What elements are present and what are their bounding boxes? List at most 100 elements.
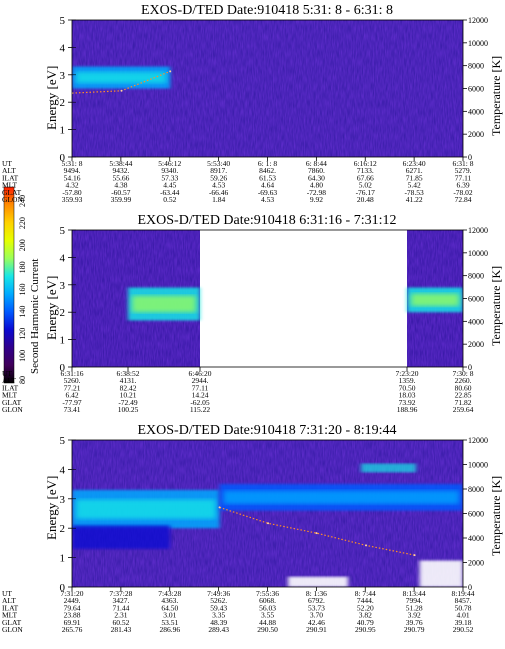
- y-tick-label: 4: [60, 464, 66, 476]
- table-cell: 8917.: [210, 166, 227, 175]
- y-tick-label: 4: [60, 42, 66, 54]
- table-cell: 115.22: [190, 405, 211, 414]
- y2-tick-label: 10000: [468, 461, 488, 470]
- table-row-label: ILAT: [2, 603, 19, 612]
- table-cell: -78.02: [453, 188, 473, 197]
- saturation-patch: [419, 560, 463, 587]
- y-tick-label: 3: [60, 70, 66, 82]
- table-cell: 8462.: [259, 166, 276, 175]
- table-cell: -76.17: [356, 188, 376, 197]
- table-cell: 259.64: [453, 405, 474, 414]
- table-cell: 72.84: [455, 195, 472, 204]
- table-cell: 4.80: [310, 181, 323, 190]
- temperature-point: [120, 89, 123, 92]
- table-cell: 5.02: [359, 181, 372, 190]
- panel-1: EXOS-D/TED Date:910418 5:31: 8 - 6:31: 8…: [2, 3, 503, 204]
- table-cell: 71.82: [455, 398, 472, 407]
- colorbar-label: Second Harmonic Current: [29, 259, 41, 374]
- table-cell: 3.82: [359, 611, 372, 620]
- y-tick-label: 2: [60, 307, 66, 319]
- saturation-patch: [288, 576, 349, 587]
- table-cell: 79.64: [64, 603, 81, 612]
- y-tick-label: 3: [60, 494, 66, 506]
- table-cell: 40.79: [357, 618, 374, 627]
- table-cell: -78.53: [404, 188, 424, 197]
- y2-tick-label: 8000: [468, 485, 484, 494]
- table-cell: 6:31:16: [61, 369, 84, 378]
- y-tick-label: 3: [60, 280, 66, 292]
- table-row-label: GLAT: [2, 188, 22, 197]
- table-cell: 44.88: [259, 618, 276, 627]
- table-cell: 59.43: [210, 603, 227, 612]
- y2-tick-label: 2000: [468, 130, 484, 139]
- temperature-point: [413, 554, 416, 557]
- y2-tick-label: 8000: [468, 272, 484, 281]
- table-cell: 1.84: [212, 195, 225, 204]
- table-cell: 77.11: [192, 383, 209, 392]
- panel-3: EXOS-D/TED Date:910418 7:31:20 - 8:19:44…: [2, 423, 503, 634]
- colorbar-ticks: 240 220 200 180 160 140 120 100 80: [18, 195, 27, 384]
- y2-axis-label: Temperature [K]: [489, 56, 503, 136]
- table-row-label: MLT: [2, 181, 18, 190]
- table-cell: 6.39: [456, 181, 469, 190]
- colorbar-tick-label: 220: [18, 217, 27, 229]
- y-axis-label: Energy [eV]: [44, 276, 59, 340]
- table-cell: -60.57: [111, 188, 131, 197]
- table-cell: 22.85: [455, 391, 472, 400]
- table-cell: 8:19:44: [452, 589, 475, 598]
- table-cell: 289.43: [208, 625, 229, 634]
- y-tick-label: 2: [60, 523, 66, 535]
- panel-title: EXOS-D/TED Date:910418 7:31:20 - 8:19:44: [138, 423, 397, 438]
- table-row-label: ILAT: [2, 173, 19, 182]
- table-row-label: ALT: [2, 166, 16, 175]
- table-row-label: UT: [2, 589, 12, 598]
- y2-tick-label: 2000: [468, 340, 484, 349]
- table-cell: 52.20: [357, 603, 374, 612]
- table-cell: 8457.: [455, 596, 472, 605]
- axes: 0 1 2 3 4 5 0 2000 4000 6000 8000 10000 12000: [60, 435, 489, 594]
- temperature-point: [169, 70, 172, 73]
- colorbar-tick-label: 160: [18, 284, 27, 296]
- table-cell: 39.76: [406, 618, 423, 627]
- table-cell: 7994.: [406, 596, 423, 605]
- panel-title: EXOS-D/TED Date:910418 5:31: 8 - 6:31: 8: [141, 3, 393, 18]
- spectrogram-band: [72, 525, 171, 549]
- table-cell: 9432.: [112, 166, 129, 175]
- table-row-label: GLON: [2, 625, 23, 634]
- table-cell: 4.53: [212, 181, 225, 190]
- table-cell: 2449.: [64, 596, 81, 605]
- y2-tick-label: 4000: [468, 107, 484, 116]
- table-cell: 7860.: [308, 166, 325, 175]
- table-cell: 53.51: [161, 618, 178, 627]
- table-cell: 3.35: [212, 611, 225, 620]
- table-row-label: ALT: [2, 376, 16, 385]
- table-cell: 39.18: [455, 618, 472, 627]
- table-cell: 57.33: [161, 173, 178, 182]
- table-cell: 265.76: [62, 625, 83, 634]
- y-tick-label: 4: [60, 252, 66, 264]
- table-row-label: UT: [2, 369, 12, 378]
- table-cell: 14.24: [192, 391, 209, 400]
- orbit-table: UT 7:31:20 7:37:28 7:43:28 7:49:36 7:55:36 8: …: [2, 589, 475, 634]
- table-cell: 5279.: [455, 166, 472, 175]
- table-cell: 2944.: [192, 376, 209, 385]
- table-cell: 42.46: [308, 618, 325, 627]
- colorbar-tick-label: 80: [18, 376, 27, 384]
- table-cell: 8: 1:36: [306, 589, 327, 598]
- table-cell: -63.44: [160, 188, 180, 197]
- panel-title: EXOS-D/TED Date:910418 6:31:16 - 7:31:12: [138, 213, 397, 228]
- table-cell: 7:49:36: [207, 589, 230, 598]
- table-cell: 188.96: [397, 405, 418, 414]
- y2-tick-label: 0: [468, 153, 472, 162]
- y2-axis-label: Temperature [K]: [489, 476, 503, 556]
- colorbar-tick-label: 200: [18, 239, 27, 251]
- y2-tick-label: 2000: [468, 559, 484, 568]
- spectrogram-band-core: [76, 499, 216, 519]
- table-cell: 2.31: [114, 611, 127, 620]
- table-row-label: GLON: [2, 195, 23, 204]
- spectrogram-band-core: [223, 490, 459, 504]
- table-cell: 7:23:20: [396, 369, 419, 378]
- orbit-table: UT 6:31:16 6:38:52 6:46:20 7:23:20 7:30: 8 ALT…: [2, 369, 474, 414]
- table-cell: -77.97: [62, 398, 82, 407]
- y-tick-label: 1: [60, 125, 66, 137]
